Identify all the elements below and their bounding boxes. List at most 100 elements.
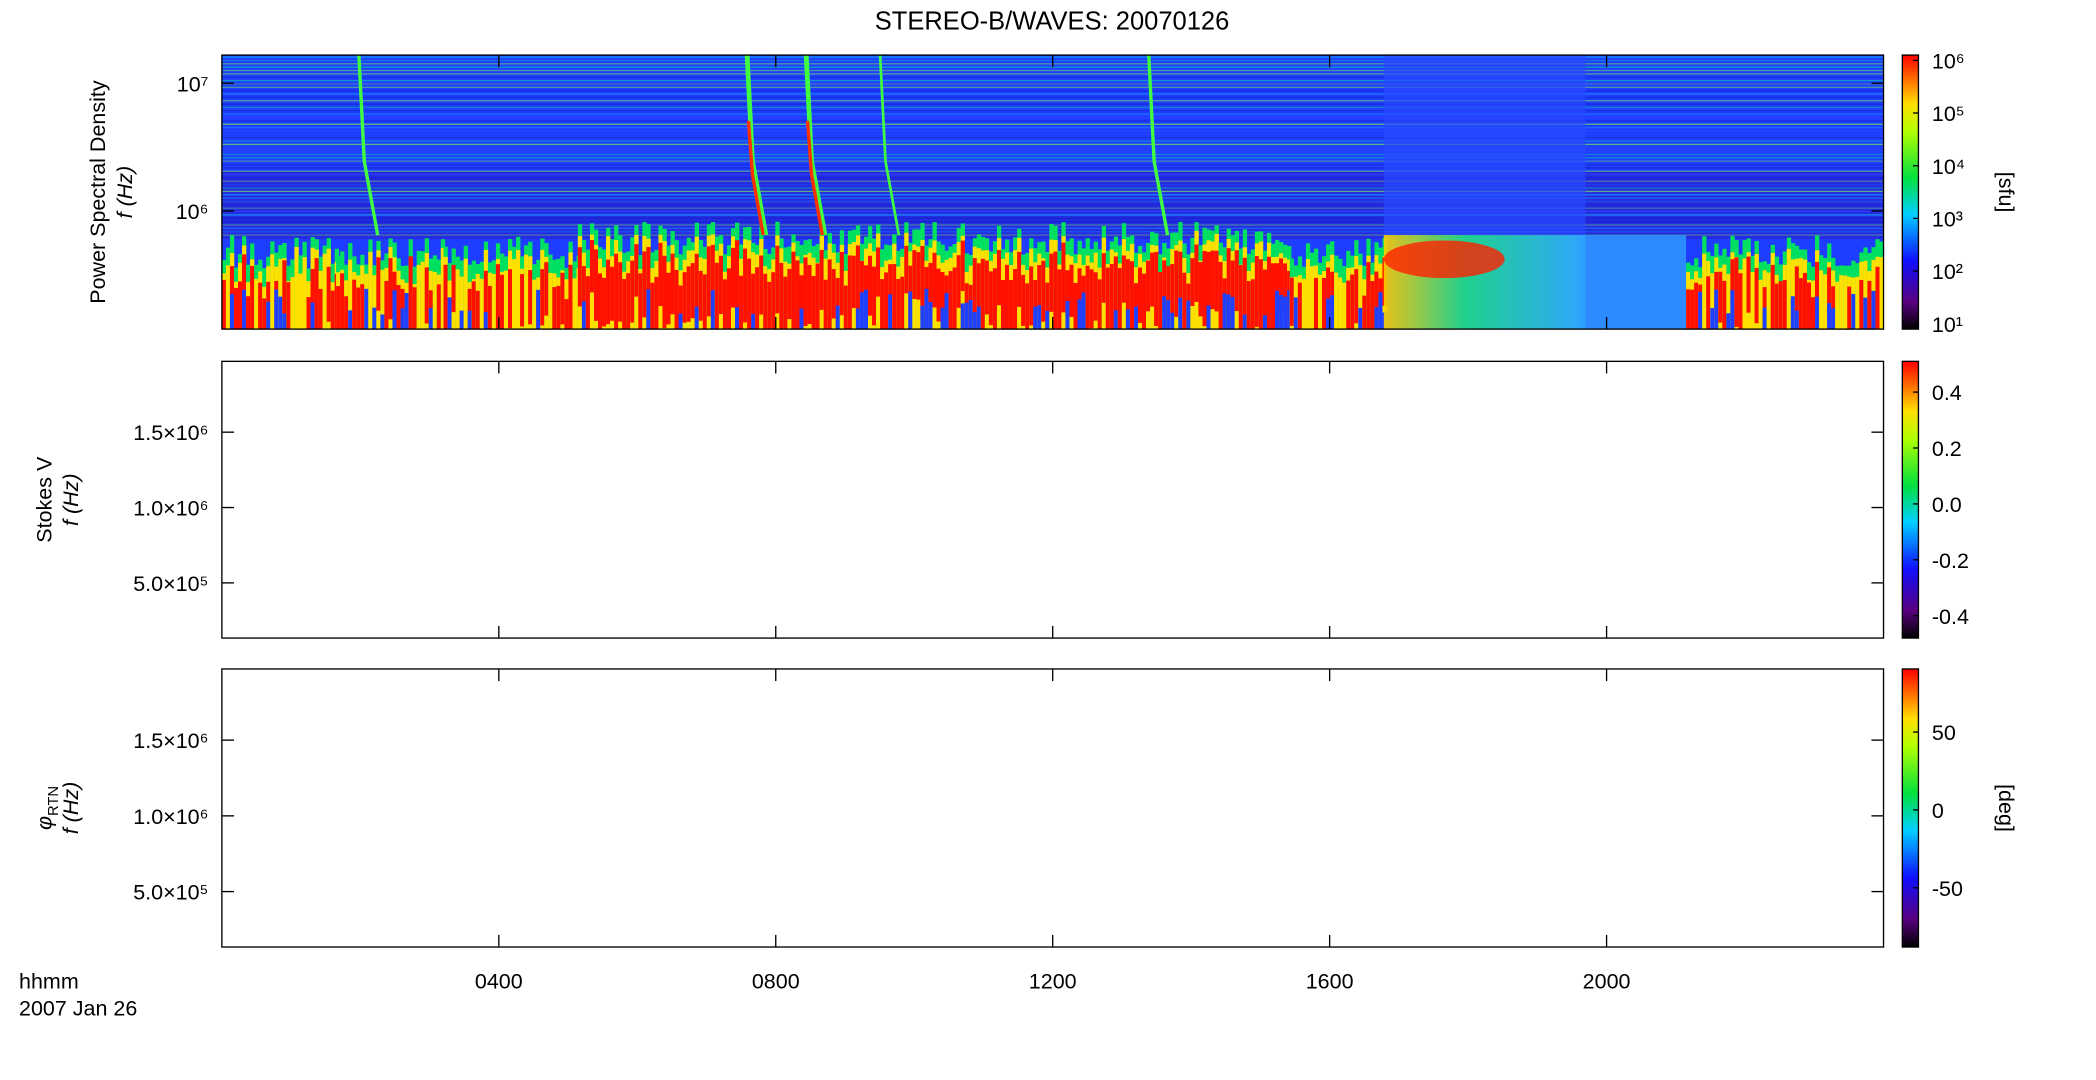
spectrogram-cell xyxy=(290,277,295,330)
spectrogram-cell xyxy=(1758,279,1763,330)
spectrogram-cell xyxy=(352,279,357,330)
spectrogram-cell xyxy=(536,289,541,330)
spectrogram-cell xyxy=(1815,296,1820,330)
spectrogram-cell xyxy=(1859,279,1864,330)
y-axis-label: f (Hz) xyxy=(59,473,83,526)
spectrogram-cell xyxy=(1093,272,1098,321)
chart-title: STEREO-B/WAVES: 20070126 xyxy=(875,8,1230,36)
spectrogram-cell xyxy=(1806,282,1812,330)
spectrogram-cell xyxy=(1318,274,1323,330)
spectrogram-cell xyxy=(1246,281,1252,330)
y-axis-label: Power Spectral Density xyxy=(86,80,110,304)
colorbar-label: [deg] xyxy=(1994,784,2018,832)
spectrogram-cell xyxy=(581,301,587,330)
spectrogram-line xyxy=(221,200,1884,203)
spectrogram-cell xyxy=(1194,244,1199,302)
spectrogram-cell xyxy=(670,253,675,315)
spectrogram-line xyxy=(221,130,1884,132)
spectrogram-cell xyxy=(1133,306,1139,330)
colorbar-tick-label: 0.2 xyxy=(1932,437,1962,461)
spectrogram-cell xyxy=(467,288,473,330)
spectrogram-cell xyxy=(499,274,505,330)
spectrogram-cell xyxy=(827,259,832,330)
spectrogram-cell xyxy=(1234,250,1240,312)
spectrogram-cell xyxy=(1073,283,1078,330)
spectrogram-line xyxy=(221,116,1884,119)
spectrogram-cell xyxy=(424,267,430,324)
spectrogram-cell xyxy=(1166,300,1171,330)
spectrogram-line xyxy=(221,180,1884,183)
spectrogram-cell xyxy=(483,270,489,330)
spectrogram-cell xyxy=(1113,310,1119,330)
spectrogram-cell xyxy=(690,263,695,319)
colorbar-tick-label: 0 xyxy=(1932,799,1944,823)
spectrogram-cell xyxy=(1823,274,1828,330)
spectrogram-cell xyxy=(471,281,477,330)
spectrogram-cell xyxy=(1289,277,1295,326)
spectrogram-cell xyxy=(1142,273,1147,330)
spectrogram-cell xyxy=(436,284,442,330)
spectrogram-cell xyxy=(859,260,865,322)
colorbar xyxy=(1901,668,1920,948)
spectrogram-cell xyxy=(775,245,780,314)
spectrogram-cell xyxy=(610,266,615,321)
spectrogram-cell xyxy=(735,240,740,318)
spectrogram-cell xyxy=(467,310,473,330)
spectrogram-cell xyxy=(1125,309,1131,330)
spectrogram-cell xyxy=(811,275,816,330)
spectrogram-cell xyxy=(1710,308,1715,330)
spectrogram-cell xyxy=(577,247,583,307)
spectrogram-cell xyxy=(1875,266,1880,330)
spectrogram-cell xyxy=(336,286,341,330)
spectrogram-cell xyxy=(479,278,485,330)
spectrogram-cell xyxy=(1762,307,1767,330)
spectrogram-cell xyxy=(1081,292,1086,330)
spectrogram-cell xyxy=(1362,295,1367,330)
y-tick-label: 5.0×10⁵ xyxy=(133,572,208,596)
spectrogram-cell xyxy=(1831,286,1836,330)
spectrogram-cell xyxy=(459,310,464,330)
spectrogram-cell xyxy=(286,282,291,330)
spectrogram-cell xyxy=(642,251,647,318)
spectrogram-cell xyxy=(1170,312,1175,330)
spectrogram-cell xyxy=(851,255,857,309)
spectrogram-cell xyxy=(843,285,849,330)
spectrogram-cell xyxy=(1226,294,1231,330)
colorbar-tick-label: 0.0 xyxy=(1932,493,1962,517)
spectrogram-line xyxy=(221,83,1884,85)
spectrogram-cell xyxy=(1374,307,1379,330)
spectrogram-line xyxy=(221,90,1884,92)
spectrogram-cell xyxy=(1033,306,1038,330)
spectrogram-cell xyxy=(310,302,315,330)
spectrogram-cell xyxy=(1738,273,1743,330)
spectrogram-cell xyxy=(634,244,639,297)
spectrogram-cell xyxy=(779,263,784,330)
spectrogram-cell xyxy=(512,259,517,330)
spectrogram-cell xyxy=(892,264,897,330)
spectrogram-cell xyxy=(225,265,231,330)
spectrogram-cell xyxy=(674,270,679,330)
spectrogram-cell xyxy=(376,257,381,311)
spectrogram-cell xyxy=(908,291,913,330)
spectrogram-cell xyxy=(278,296,283,330)
spectrogram-cell xyxy=(400,308,405,330)
spectrogram-cell xyxy=(1025,283,1030,330)
y-tick-label: 5.0×10⁵ xyxy=(133,881,208,905)
spectrogram-cell xyxy=(1206,305,1211,330)
spectrogram-cell xyxy=(368,251,373,330)
spectrogram-cell xyxy=(916,252,921,300)
spectrogram-cell xyxy=(392,290,397,330)
spectrogram-cell xyxy=(330,290,335,330)
spectrogram-cell xyxy=(428,307,434,330)
spectrogram-cell xyxy=(1790,259,1796,330)
spectrogram-cell xyxy=(1077,299,1082,330)
spectrogram-cell xyxy=(1057,269,1062,330)
x-axis-label: hhmm xyxy=(19,970,79,994)
spectrogram-cell xyxy=(1049,253,1054,312)
spectrogram-cell xyxy=(968,299,974,330)
x-tick-label: 0400 xyxy=(475,970,523,994)
spectrogram-cell xyxy=(408,256,413,330)
spectrogram-cell xyxy=(238,281,243,330)
spectrogram-cell xyxy=(1170,263,1175,317)
